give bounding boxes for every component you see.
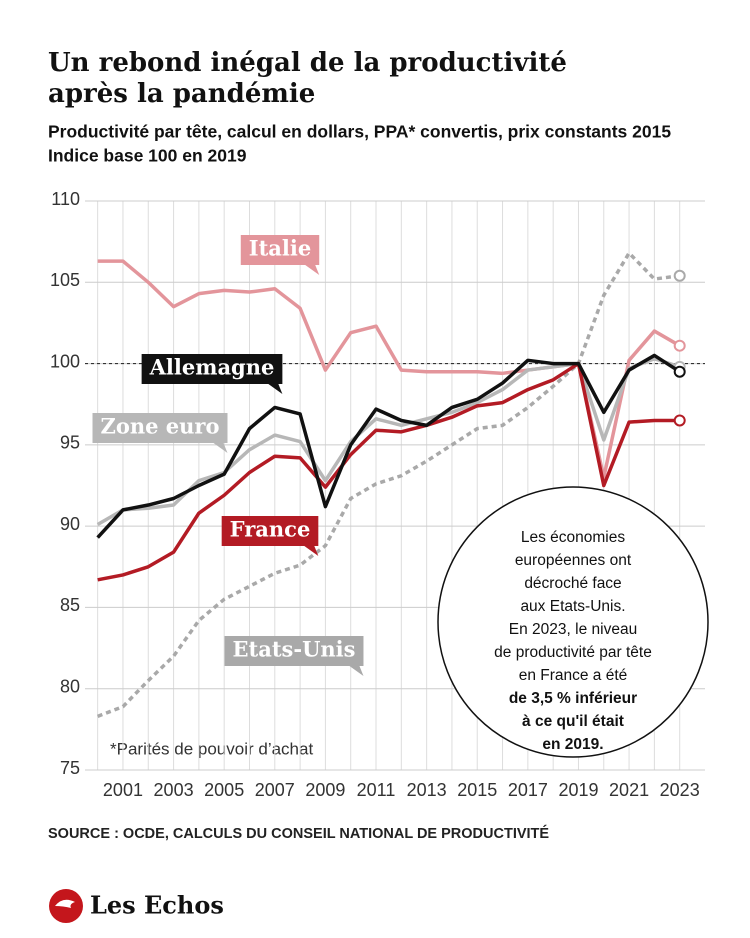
series-label (141, 354, 283, 394)
y-tick-label: 80 (60, 676, 80, 696)
x-tick-label: 2005 (204, 780, 244, 800)
annotation-bold: de 3,5 % inférieur (509, 690, 637, 707)
series-label-pointer (213, 443, 228, 453)
x-tick-label: 2019 (558, 780, 598, 800)
x-tick-label: 2007 (255, 780, 295, 800)
y-tick-label: 105 (50, 270, 80, 290)
series-label (221, 516, 319, 556)
x-tick-label: 2013 (407, 780, 447, 800)
end-marker (673, 269, 686, 282)
annotation-text: En 2023, le niveau (509, 621, 637, 638)
series-label-box (224, 636, 364, 666)
series-label-box (92, 413, 228, 443)
annotation-bold: en 2019. (542, 736, 603, 753)
subtitle: Productivité par tête, calcul en dollars… (48, 122, 671, 142)
x-tick-label: 2015 (457, 780, 497, 800)
series-label-text: Zone euro (101, 414, 220, 439)
annotation-bold: à ce qu'il était (522, 713, 624, 730)
series-line (97, 361, 680, 582)
x-tick-label: 2021 (609, 780, 649, 800)
annotation-text: européennes ont (515, 552, 632, 569)
end-marker (673, 414, 686, 427)
brand: Les Echos (90, 891, 224, 920)
series-label-pointer (268, 384, 283, 394)
series-label (240, 235, 320, 275)
source: SOURCE : OCDE, CALCULS DU CONSEIL NATION… (48, 825, 549, 842)
end-marker (673, 365, 686, 378)
note: *Parités de pouvoir d’achat (110, 739, 313, 758)
y-tick-label: 75 (60, 758, 80, 778)
annotation-text: Les économies (521, 529, 626, 546)
x-tick-label: 2009 (305, 780, 345, 800)
annotation-text: de productivité par tête (494, 644, 652, 661)
y-tick-label: 90 (60, 514, 80, 534)
series-label-text: Etats-Unis (233, 637, 356, 662)
series-label-pointer (349, 666, 364, 676)
subtitle: Indice base 100 en 2019 (48, 146, 247, 166)
annotation-text: aux Etats-Unis. (520, 598, 625, 615)
x-tick-label: 2003 (154, 780, 194, 800)
series-label-text: Allemagne (149, 355, 275, 380)
y-tick-label: 95 (60, 433, 80, 453)
y-tick-label: 85 (60, 595, 80, 615)
logo-bird (55, 899, 75, 908)
series-label-box (221, 516, 319, 546)
annotation-circle (437, 486, 709, 758)
series-label-box (240, 235, 320, 265)
series-label (224, 636, 364, 676)
series-label-pointer (304, 546, 319, 556)
y-tick-label: 100 (50, 351, 80, 371)
annotation-text: décroché face (524, 575, 621, 592)
y-tick-label: 110 (51, 189, 80, 209)
x-tick-label: 2011 (357, 780, 396, 800)
series-label-pointer (305, 265, 320, 275)
x-tick-label: 2023 (660, 780, 700, 800)
series-label-text: Italie (249, 236, 311, 261)
logo: Les Echos (49, 889, 224, 923)
series-label-box (141, 354, 283, 384)
series-line (96, 353, 681, 539)
chart-title: après la pandémie (48, 79, 315, 109)
x-tick-label: 2001 (103, 780, 143, 800)
x-tick-label: 2017 (508, 780, 548, 800)
annotation-text: en France a été (519, 667, 628, 684)
series-line (97, 251, 680, 718)
end-marker (673, 339, 686, 352)
series-label-text: France (230, 517, 311, 542)
chart-title: Un rebond inégal de la productivité (48, 48, 567, 78)
series-label (92, 413, 228, 453)
